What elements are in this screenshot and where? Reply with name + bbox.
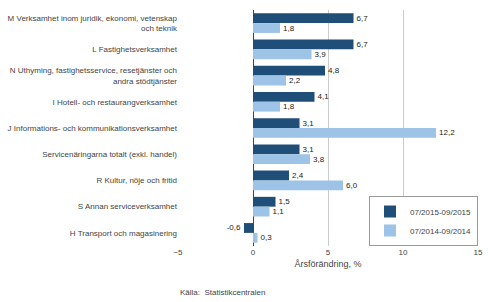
svg-text:1,8: 1,8 <box>283 102 295 111</box>
svg-text:0: 0 <box>251 248 256 257</box>
svg-text:Servicenäringarna totalt (exkl: Servicenäringarna totalt (exkl. handel) <box>42 150 177 159</box>
svg-text:−5: −5 <box>173 248 183 257</box>
svg-text:15: 15 <box>474 248 483 257</box>
svg-text:Årsförändring, %: Årsförändring, % <box>294 259 361 269</box>
svg-text:I Hotell- och restaurangverksa: I Hotell- och restaurangverksamhet <box>53 98 178 107</box>
svg-text:H Transport och magasinering: H Transport och magasinering <box>70 229 177 238</box>
svg-text:07/2014-09/2014: 07/2014-09/2014 <box>410 227 471 236</box>
svg-text:10: 10 <box>399 248 408 257</box>
svg-text:Källa: Statistikcentralen: Källa: Statistikcentralen <box>180 288 265 297</box>
svg-text:5: 5 <box>326 248 331 257</box>
svg-text:R Kultur, nöje och fritid: R Kultur, nöje och fritid <box>97 176 177 185</box>
svg-text:4,8: 4,8 <box>328 66 340 75</box>
svg-text:3,8: 3,8 <box>313 155 325 164</box>
svg-text:1,1: 1,1 <box>273 207 285 216</box>
svg-text:1,5: 1,5 <box>279 197 291 206</box>
svg-text:12,2: 12,2 <box>439 128 455 137</box>
svg-text:0,3: 0,3 <box>261 233 273 242</box>
svg-text:3,1: 3,1 <box>303 119 315 128</box>
svg-text:M Verksamhet inom juridik, eko: M Verksamhet inom juridik, ekonomi, vete… <box>8 14 178 33</box>
svg-text:6,7: 6,7 <box>357 14 369 23</box>
svg-text:1,8: 1,8 <box>283 24 295 33</box>
svg-text:J Informations- och kommunikat: J Informations- och kommunikationsverksa… <box>8 124 178 133</box>
svg-text:2,2: 2,2 <box>289 76 301 85</box>
svg-text:S Annan serviceverksamhet: S Annan serviceverksamhet <box>78 202 178 211</box>
svg-text:6,0: 6,0 <box>346 181 358 190</box>
svg-text:07/2015-09/2015: 07/2015-09/2015 <box>410 208 471 217</box>
svg-text:N Uthyming, fastighetsservice,: N Uthyming, fastighetsservice, resetjäns… <box>10 66 178 85</box>
svg-text:3,9: 3,9 <box>315 50 327 59</box>
svg-text:2,4: 2,4 <box>292 171 304 180</box>
svg-text:3,1: 3,1 <box>303 145 315 154</box>
svg-text:4,1: 4,1 <box>318 92 330 101</box>
svg-text:L Fastighetsverksamhet: L Fastighetsverksamhet <box>92 45 177 54</box>
svg-text:6,7: 6,7 <box>357 40 369 49</box>
svg-text:-0,6: -0,6 <box>227 223 241 232</box>
